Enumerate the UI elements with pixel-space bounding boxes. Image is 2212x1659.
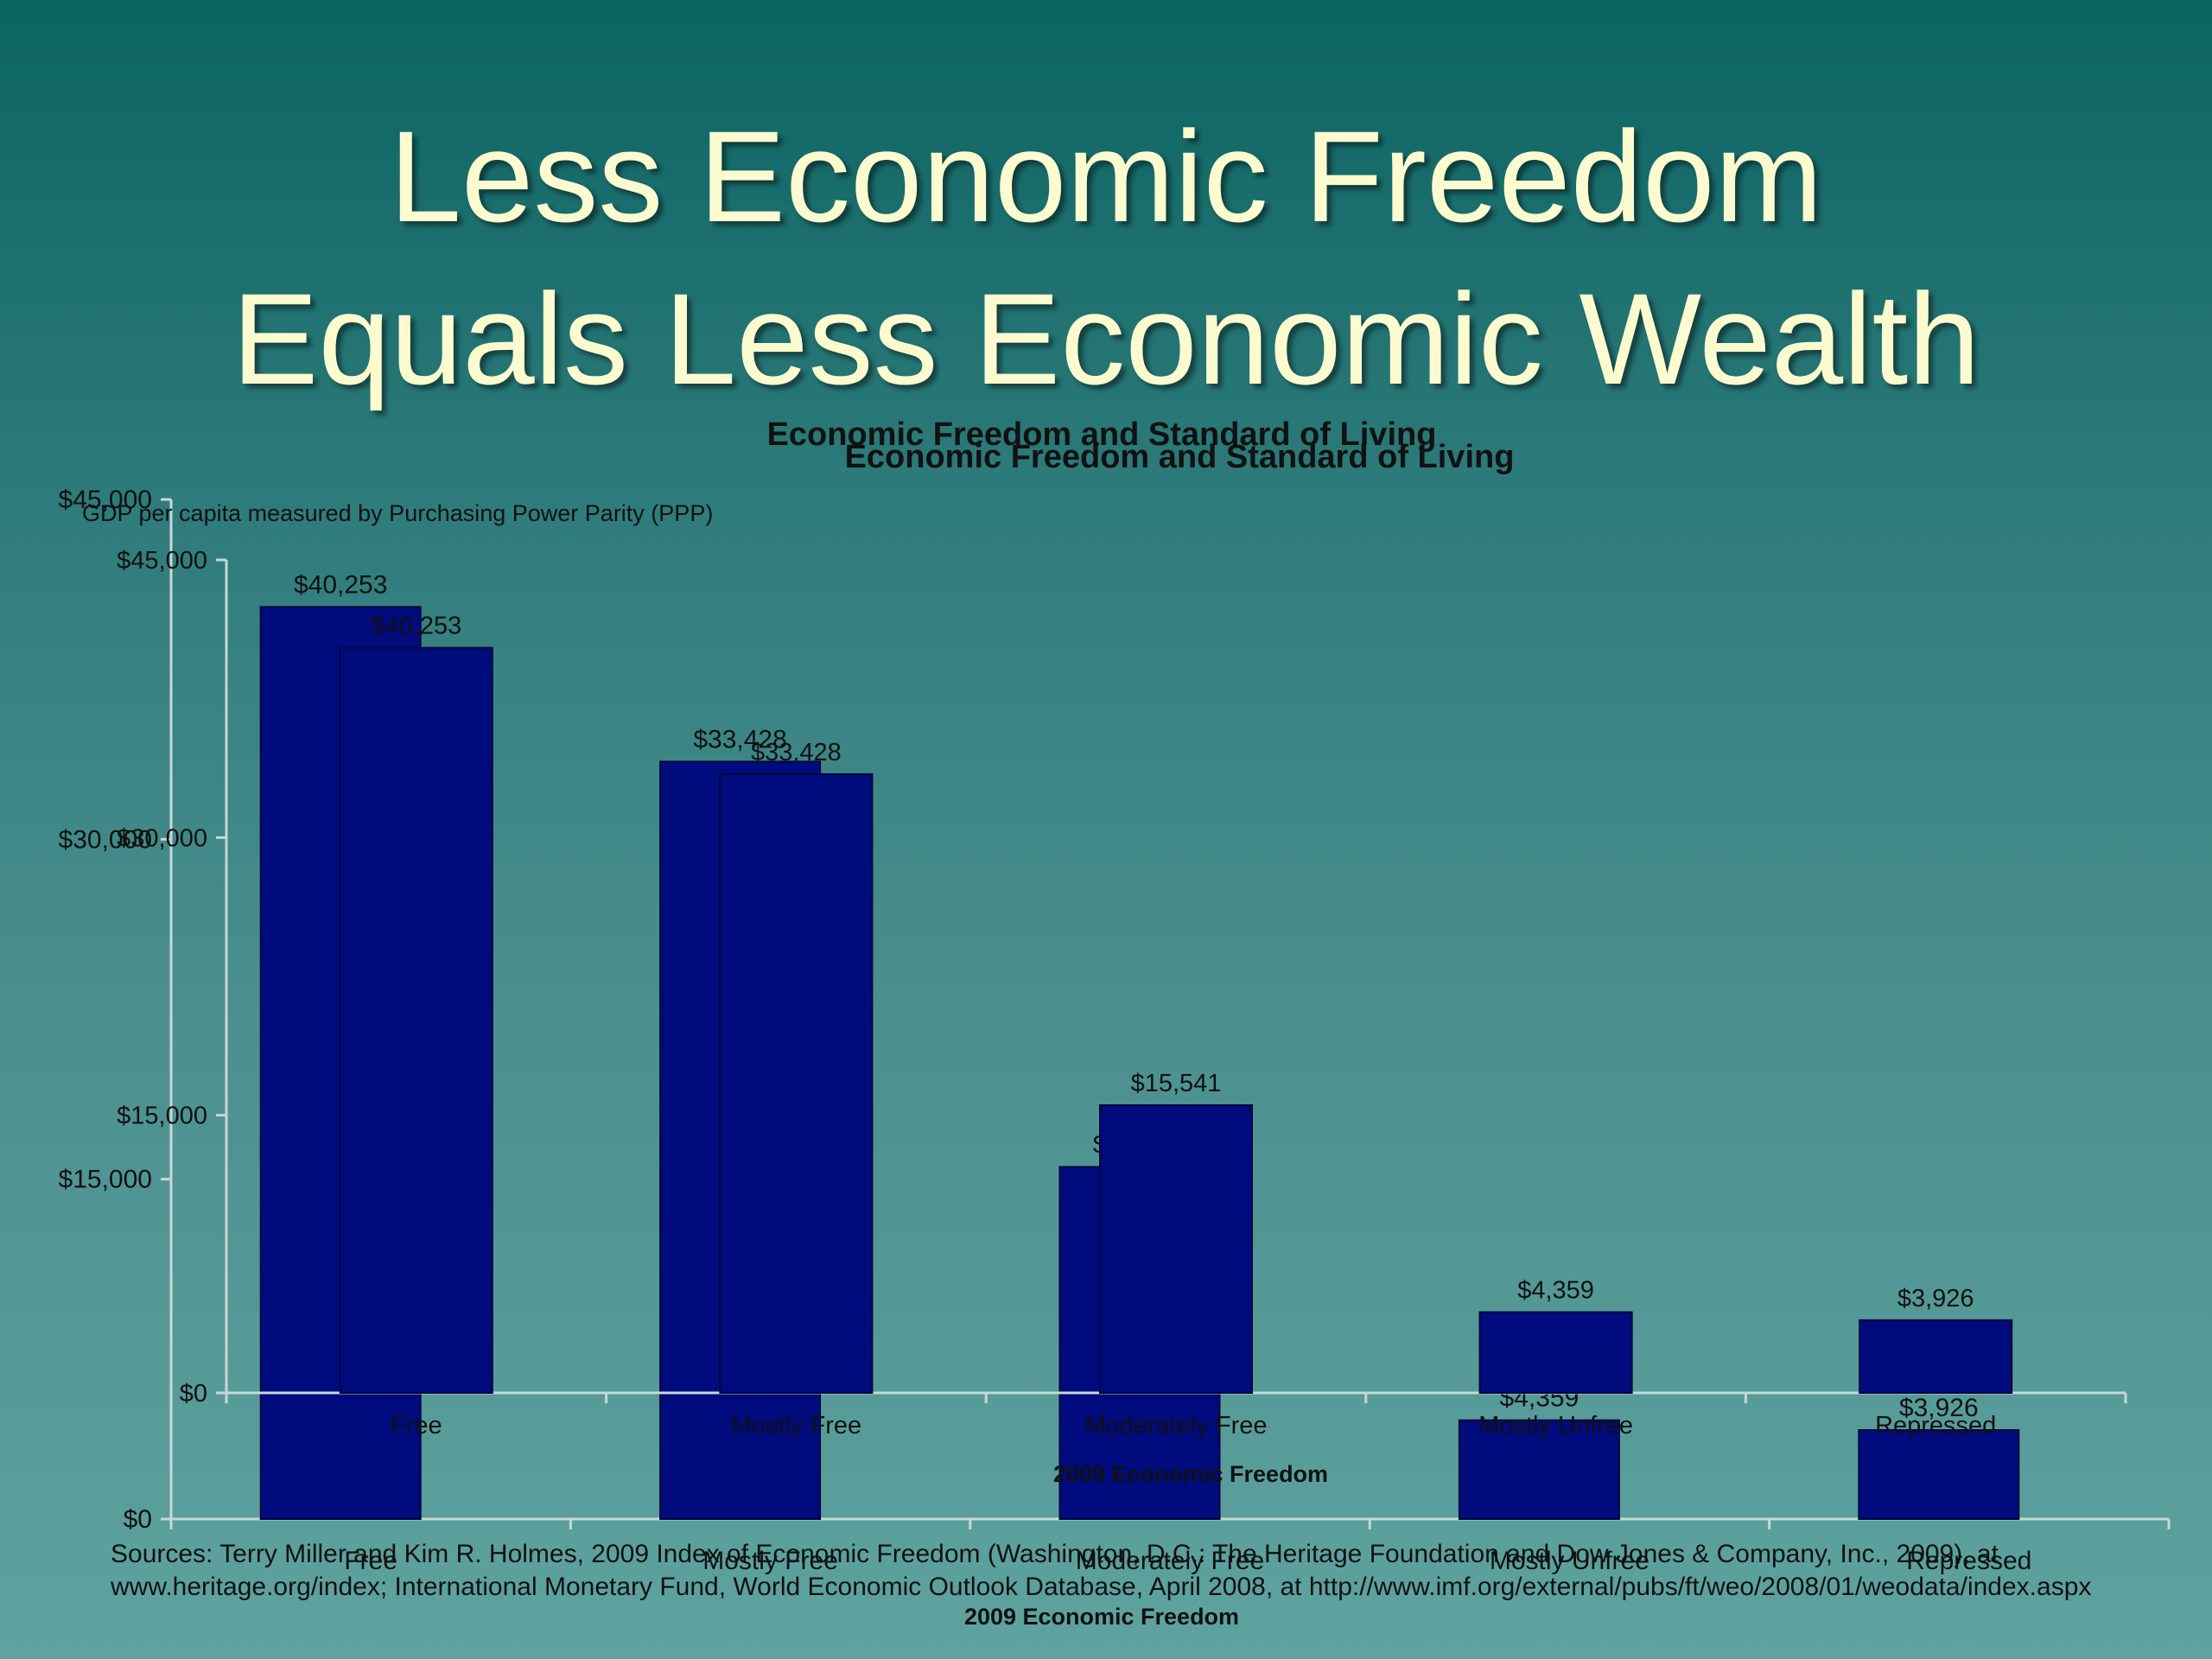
chart-front-bar-4: [1859, 1319, 2013, 1395]
chart-front-value-label: $3,926: [1897, 1285, 1974, 1313]
chart-front-subtitle: GDP per capita measured by Purchasing Po…: [82, 500, 713, 526]
chart-back-bar-3: [1458, 1419, 1620, 1521]
chart-back-category-label: Mostly Free: [702, 1547, 838, 1575]
chart-front-category-label: Moderately Free: [1084, 1412, 1267, 1440]
sources-note: Sources: Terry Miller and Kim R. Holmes,…: [111, 1540, 2092, 1601]
chart-back-value-label: $3,926: [1899, 1394, 1979, 1422]
chart-back-category-label: Repressed: [1906, 1547, 2031, 1575]
chart-front-value-label: $33,428: [751, 739, 842, 766]
chart-back-category-label: Moderately Free: [1076, 1547, 1264, 1575]
chart-front-category-label: Repressed: [1875, 1412, 1996, 1440]
chart-front-x-axis-title: 2009 Economic Freedom: [1053, 1461, 1328, 1487]
chart-front-category-label: Mostly Unfree: [1478, 1412, 1633, 1440]
chart-front-bar-1: [719, 772, 874, 1394]
chart-front-category-label: Mostly Free: [731, 1412, 861, 1440]
chart-back-title: Economic Freedom and Standard of Living: [767, 416, 1437, 453]
chart-front-value-label: $4,359: [1517, 1277, 1594, 1305]
chart-front-bar-2: [1099, 1104, 1253, 1395]
chart-back-category-label: Free: [344, 1547, 397, 1575]
chart-front-y-tick-label: $30,000: [117, 824, 207, 852]
slide-title: Less Economic Freedom Equals Less Econom…: [0, 95, 2212, 420]
chart-layer-front: $0 $15,000 $30,000 $45,000 $40,253 Free $33,42…: [82, 439, 2127, 1487]
chart-front-title: Economic Freedom and Standard of Living: [845, 439, 1515, 475]
chart-back-y-tick-label: $30,000: [59, 825, 152, 854]
chart-front-y-tick-label: $15,000: [117, 1103, 207, 1130]
chart-back-x-axis-title: 2009 Economic Freedom: [964, 1604, 1239, 1630]
chart-back-y-tick-label: $0: [124, 1505, 152, 1534]
chart-front-y-tick-label: $0: [180, 1380, 207, 1408]
chart-front-value-label: $40,253: [371, 613, 461, 640]
slide-title-line-2: Equals Less Economic Wealth: [232, 266, 1980, 411]
chart-back-bar-4: [1858, 1429, 2020, 1520]
chart-front-value-label: $15,541: [1131, 1070, 1222, 1097]
slide-title-line-1: Less Economic Freedom: [389, 104, 1823, 249]
chart-back-value-label: $33,428: [693, 725, 786, 753]
chart-back-value-label: $40,253: [294, 570, 387, 599]
chart-back-category-label: Mostly Unfree: [1490, 1547, 1649, 1575]
chart-back-y-tick-label: $15,000: [59, 1166, 152, 1194]
chart-front-bar-3: [1478, 1311, 1633, 1394]
chart-back-y-tick-label: $45,000: [59, 486, 152, 514]
chart-front-y-tick-label: $45,000: [117, 547, 207, 575]
chart-front-bar-0: [339, 646, 493, 1394]
chart-front-category-label: Free: [391, 1412, 442, 1440]
